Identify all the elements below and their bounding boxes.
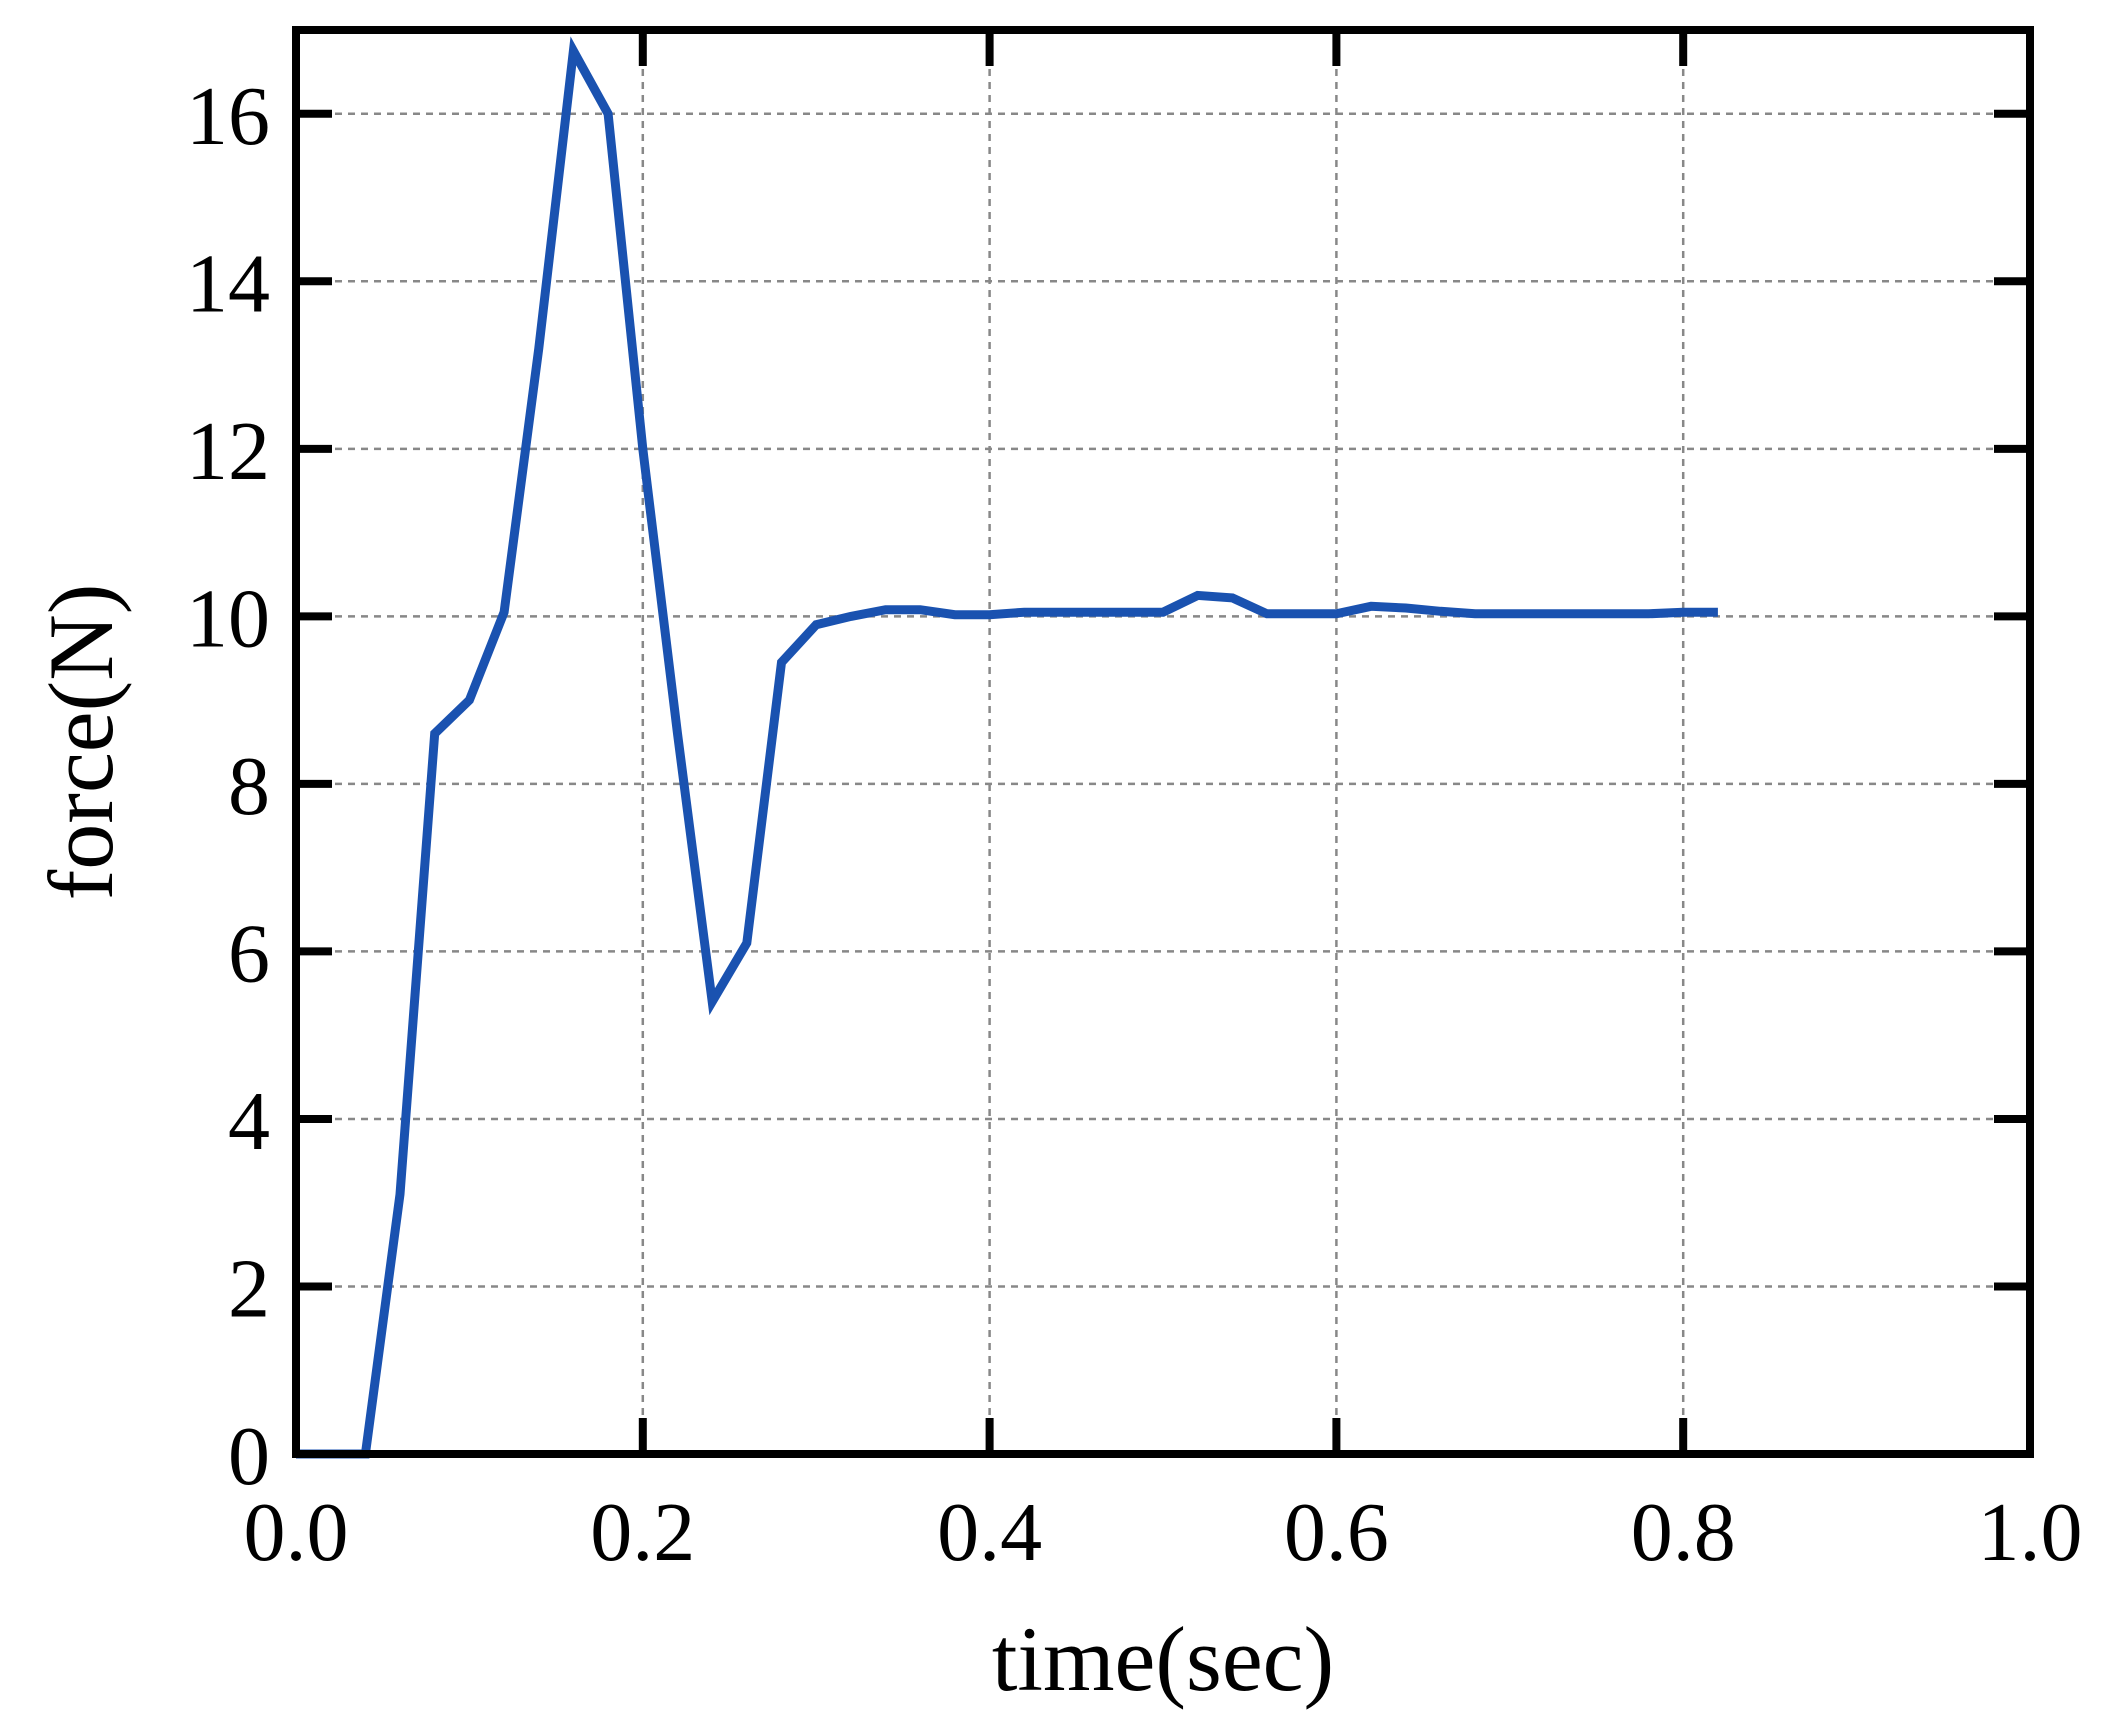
x-tick-label: 0.6: [1284, 1486, 1389, 1579]
grid: [296, 30, 2030, 1454]
y-tick-label: 8: [228, 740, 270, 833]
y-tick-label: 0: [228, 1410, 270, 1503]
x-tick-label: 0.4: [937, 1486, 1042, 1579]
x-tick-label: 0.2: [590, 1486, 695, 1579]
x-tick-label: 0.0: [244, 1486, 349, 1579]
y-tick-label: 14: [186, 237, 270, 330]
y-tick-label: 2: [228, 1242, 270, 1335]
y-tick-label: 10: [186, 572, 270, 665]
y-tick-label: 4: [228, 1075, 270, 1168]
x-tick-label: 1.0: [1978, 1486, 2083, 1579]
y-tick-label: 16: [186, 70, 270, 163]
ticks: [292, 30, 2034, 1458]
y-tick-label: 12: [186, 405, 270, 498]
tick-labels: 0.0 0.2 0.4 0.6 0.8 1.0 0 2 4 6 8 10 12 14 16: [186, 70, 2083, 1579]
plot-frame: [292, 26, 2034, 1458]
y-tick-label: 6: [228, 907, 270, 1000]
x-axis-title: time(sec): [992, 1608, 1334, 1710]
x-tick-label: 0.8: [1631, 1486, 1736, 1579]
y-axis-title: force(N): [30, 584, 132, 901]
force-series-line: [296, 36, 1718, 1459]
data-series: [296, 36, 1718, 1459]
